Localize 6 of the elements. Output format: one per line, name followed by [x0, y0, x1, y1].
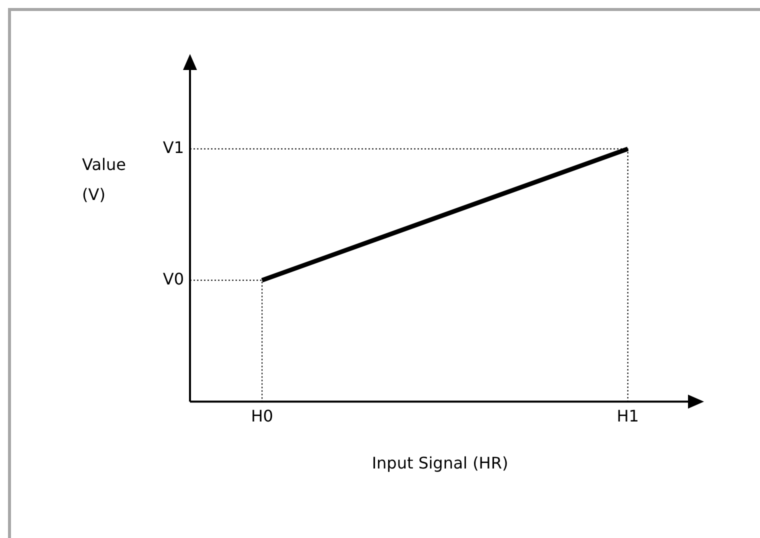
text: V0 — [162, 270, 184, 289]
x-tick-label: H1 — [616, 406, 639, 426]
y-axis-title: Value (V) — [82, 154, 127, 206]
x-tick-label: H0 — [250, 406, 274, 426]
x-axis-title: Input Signal (HR) — [372, 454, 508, 473]
text: V1 — [162, 138, 184, 158]
